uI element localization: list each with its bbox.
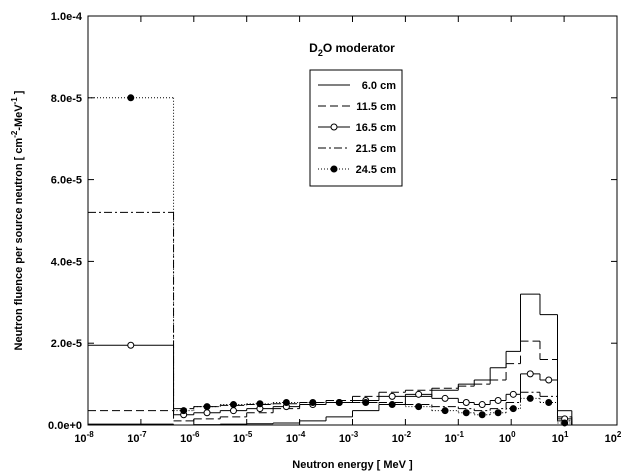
x-tick-label: 102 — [605, 430, 622, 445]
marker — [526, 394, 534, 402]
marker — [180, 407, 188, 415]
marker — [462, 399, 470, 407]
y-axis-label: Neutron fluence per source neutron [ cm-… — [10, 90, 25, 350]
marker — [545, 399, 553, 407]
y-tick-label: 8.0e-5 — [51, 93, 82, 105]
x-tick-label: 101 — [552, 430, 569, 445]
marker — [494, 409, 502, 417]
x-tick-exponent: -7 — [139, 430, 147, 439]
chart-title: D2O moderator — [309, 41, 395, 58]
x-tick-label: 10-5 — [233, 430, 253, 445]
x-tick-exponent: -2 — [404, 430, 412, 439]
marker — [462, 409, 470, 417]
y-label-part: ] — [13, 90, 25, 97]
y-label-part: -1 — [10, 97, 19, 105]
x-tick-base: 10 — [233, 433, 245, 445]
marker — [127, 94, 135, 102]
y-tick-label: 2.0e-5 — [51, 338, 82, 350]
y-label-part: -MeV — [13, 104, 25, 131]
marker — [494, 396, 502, 404]
legend-label: 16.5 cm — [356, 122, 397, 134]
marker — [545, 376, 553, 384]
marker — [415, 390, 423, 398]
legend-label: 21.5 cm — [356, 143, 397, 155]
x-tick-base: 10 — [445, 433, 457, 445]
marker — [203, 403, 211, 411]
marker — [441, 407, 449, 415]
marker — [330, 165, 338, 173]
y-tick-label: 1.0e-4 — [51, 11, 83, 23]
legend-label: 6.0 cm — [362, 80, 396, 92]
title-part: D — [309, 41, 318, 55]
x-tick-base: 10 — [180, 433, 192, 445]
x-tick-base: 10 — [339, 433, 351, 445]
x-tick-base: 10 — [127, 433, 139, 445]
marker — [309, 399, 317, 407]
marker — [415, 403, 423, 411]
x-tick-exponent: 0 — [511, 430, 516, 439]
x-tick-base: 10 — [499, 433, 511, 445]
marker — [388, 392, 396, 400]
title-part: O moderator — [323, 41, 395, 55]
x-axis-label: Neutron energy [ MeV ] — [292, 459, 413, 471]
x-tick-base: 10 — [286, 433, 298, 445]
x-tick-base: 10 — [552, 433, 564, 445]
marker — [229, 407, 237, 415]
x-tick-label: 10-1 — [445, 430, 465, 445]
marker — [256, 400, 264, 408]
marker — [561, 419, 569, 427]
x-tick-exponent: 2 — [617, 430, 622, 439]
legend-label: 24.5 cm — [356, 164, 397, 176]
y-label-part: Neutron fluence per source neutron [ cm — [13, 138, 25, 351]
y-tick-label: 4.0e-5 — [51, 256, 82, 268]
x-tick-label: 100 — [499, 430, 516, 445]
title-part: 2 — [318, 48, 323, 58]
marker — [229, 401, 237, 409]
x-tick-exponent: -3 — [351, 430, 359, 439]
x-tick-label: 10-6 — [180, 430, 200, 445]
x-tick-exponent: -1 — [457, 430, 465, 439]
marker — [330, 123, 338, 131]
x-tick-exponent: -8 — [87, 430, 95, 439]
marker — [362, 399, 370, 407]
marker — [526, 370, 534, 378]
legend-box — [309, 69, 403, 187]
legend-label: 11.5 cm — [356, 101, 396, 113]
x-tick-label: 10-2 — [392, 430, 412, 445]
x-tick-label: 10-3 — [339, 430, 359, 445]
marker — [388, 401, 396, 409]
marker — [203, 409, 211, 417]
x-tick-label: 10-7 — [127, 430, 147, 445]
marker — [335, 399, 343, 407]
x-tick-exponent: -5 — [245, 430, 253, 439]
marker — [509, 405, 517, 413]
x-tick-base: 10 — [605, 433, 617, 445]
x-tick-exponent: -4 — [298, 430, 306, 439]
y-tick-label: 6.0e-5 — [51, 175, 82, 187]
x-tick-exponent: 1 — [564, 430, 569, 439]
marker — [478, 401, 486, 409]
x-tick-base: 10 — [74, 433, 86, 445]
marker — [282, 399, 290, 407]
x-tick-exponent: -6 — [192, 430, 200, 439]
marker — [127, 341, 135, 349]
x-tick-base: 10 — [392, 433, 404, 445]
marker — [509, 390, 517, 398]
marker — [441, 394, 449, 402]
x-tick-label: 10-4 — [286, 430, 306, 445]
marker — [478, 411, 486, 419]
y-tick-label: 0.0e+0 — [48, 420, 82, 432]
x-tick-label: 10-8 — [74, 430, 94, 445]
y-label-part: -2 — [10, 130, 19, 138]
